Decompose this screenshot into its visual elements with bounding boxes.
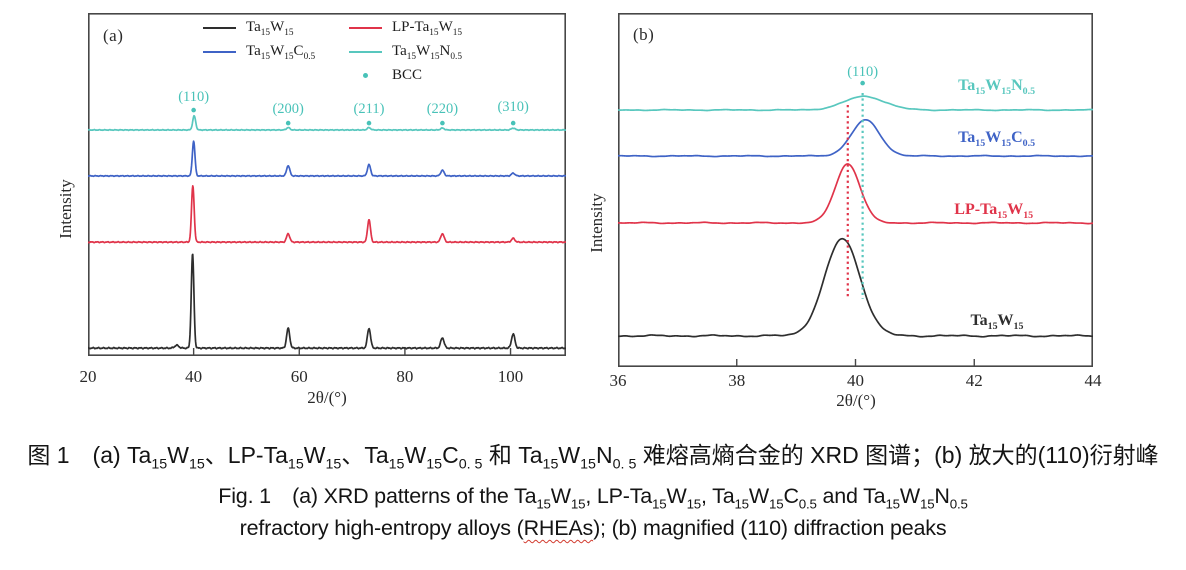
caption-en2-post: ); (b) magnified (110) diffraction peaks — [593, 516, 947, 540]
x-tick-label: 40 — [185, 367, 203, 386]
bcc-marker-dot-icon — [363, 73, 368, 78]
xrd-curve-2 — [88, 185, 566, 244]
caption-english-line2: refractory high-entropy alloys (RHEAs); … — [0, 516, 1186, 541]
legend-item-ta15w15n05: Ta15W15N0.5 — [349, 41, 462, 62]
bcc-peak-dot-icon — [510, 120, 516, 126]
panel-a-label: (a) — [103, 26, 124, 45]
x-tick-label: 80 — [396, 367, 414, 386]
legend-label: BCC — [392, 67, 423, 83]
xrd-curve-2 — [618, 163, 1093, 225]
legend: Ta15W15 LP-Ta15W15 Ta15W15C0.5 Ta15W15N0… — [203, 17, 462, 86]
caption-english-line1: Fig. 1 (a) XRD patterns of the Ta15W15, … — [218, 484, 968, 512]
legend-item-ta15w15: Ta15W15 — [203, 17, 349, 38]
x-tick-label: 44 — [1084, 371, 1102, 390]
bcc-peak-dot-icon — [285, 120, 291, 126]
x-tick-label: 100 — [497, 367, 524, 386]
x-tick-label: 42 — [965, 371, 983, 390]
panel-b-label: (b) — [633, 25, 655, 44]
xrd-curve-1 — [88, 140, 566, 178]
legend-line-swatch-cyan — [349, 50, 382, 53]
legend-item-ta15w15c05: Ta15W15C0.5 — [203, 41, 349, 62]
xrd-plot-panel-a — [88, 13, 566, 356]
panel-b-x-axis-title: 2θ/(°) — [836, 391, 876, 410]
panel-b-y-axis-title: Intensity — [587, 193, 606, 253]
x-tick-label: 20 — [79, 367, 97, 386]
xrd-curve-1 — [618, 118, 1093, 158]
xrd-curve-3 — [618, 237, 1093, 338]
legend-label: Ta15W15N0.5 — [392, 43, 463, 62]
bcc-peak-dot-icon — [191, 107, 196, 113]
legend-line-swatch-blue — [203, 50, 236, 53]
xrd-plot-panel-b — [618, 13, 1093, 367]
x-tick-label: 40 — [847, 371, 864, 390]
xrd-curve-0 — [88, 114, 566, 132]
caption-en2-pre: refractory high-entropy alloys ( — [239, 516, 524, 540]
legend-line-swatch-red — [349, 26, 382, 29]
plot-border — [618, 13, 1093, 367]
bcc-peak-dot-icon — [860, 80, 865, 86]
legend-label: Ta15W15 — [246, 19, 294, 38]
panel-a-y-axis-title: Intensity — [56, 179, 75, 239]
panel-a-x-axis-title: 2θ/(°) — [307, 388, 347, 407]
legend-item-bcc: BCC — [349, 65, 462, 86]
caption-chinese: 图 1 (a) Ta15W15、LP-Ta15W15、Ta15W15C0. 5 … — [27, 442, 1159, 473]
x-tick-label: 36 — [609, 371, 627, 390]
bcc-peak-dot-icon — [366, 120, 372, 126]
x-tick-label: 38 — [728, 371, 746, 390]
xrd-curve-0 — [618, 95, 1093, 112]
caption-en2-spellcheck-flagged-word: RHEAs — [523, 516, 594, 540]
legend-label: Ta15W15C0.5 — [246, 43, 316, 62]
legend-item-lp-ta15w15: LP-Ta15W15 — [349, 17, 462, 38]
xrd-curve-3 — [88, 253, 566, 350]
x-tick-label: 60 — [290, 367, 308, 386]
legend-label: LP-Ta15W15 — [392, 19, 463, 38]
bcc-peak-dot-icon — [440, 120, 445, 126]
plot-border — [88, 13, 566, 356]
legend-line-swatch-black — [203, 26, 236, 29]
